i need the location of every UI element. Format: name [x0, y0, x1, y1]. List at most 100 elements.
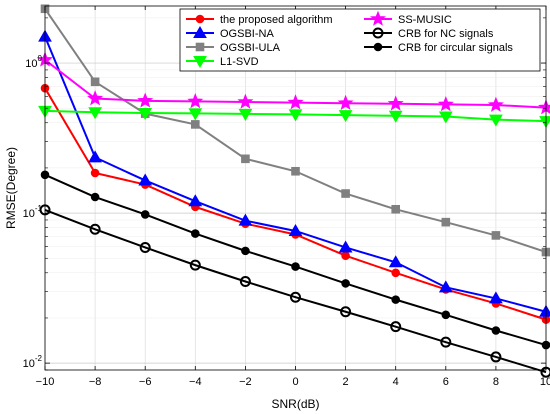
data-point [187, 93, 204, 109]
x-tick-label: −8 [89, 376, 102, 388]
data-point [188, 108, 203, 121]
legend-entry: OGSBI-NA [186, 25, 274, 40]
data-point [440, 336, 452, 348]
legend: the proposed algorithm OGSBI-NA OGSBI-ULA L… [179, 8, 541, 72]
legend-label: CRB for NC signals [398, 28, 494, 40]
data-point [288, 109, 303, 122]
legend-marker [373, 42, 383, 52]
data-point [191, 120, 200, 129]
series-line [44, 208, 547, 374]
data-point [438, 280, 453, 293]
data-point [388, 110, 403, 123]
data-point [191, 229, 200, 238]
x-tick-label: −6 [139, 376, 152, 388]
data-point [441, 217, 451, 227]
legend-entry: the proposed algorithm [186, 14, 333, 26]
data-point [87, 90, 104, 106]
data-point [341, 189, 350, 198]
data-point [88, 150, 102, 163]
data-point [238, 108, 253, 121]
legend-marker [195, 42, 205, 52]
data-point [341, 251, 350, 261]
data-point [487, 96, 504, 112]
x-tick-label: 2 [343, 376, 349, 388]
data-point [441, 310, 451, 320]
data-point [89, 223, 101, 235]
legend-entry: OGSBI-ULA [186, 42, 281, 54]
x-tick-label: 0 [292, 376, 298, 388]
data-point [391, 295, 401, 304]
y-tick-label: 100 [25, 54, 42, 70]
data-point [437, 96, 454, 112]
legend-marker [372, 27, 384, 39]
series-4 [37, 51, 550, 115]
data-point [188, 194, 203, 207]
data-point [139, 241, 151, 253]
data-point [291, 166, 300, 176]
data-point [390, 321, 402, 333]
series-3 [38, 105, 550, 129]
data-point [137, 92, 154, 108]
legend-box [179, 8, 541, 72]
data-point [341, 279, 350, 288]
data-point [90, 192, 100, 202]
legend-label: OGSBI-NA [220, 28, 274, 40]
data-point [238, 213, 253, 226]
legend-entry: SS-MUSIC [364, 10, 452, 26]
legend-label: OGSBI-ULA [220, 42, 281, 54]
legend-marker [193, 56, 207, 69]
data-point [387, 95, 404, 111]
x-tick-label: −10 [36, 376, 55, 388]
data-point [391, 268, 401, 278]
x-tick-label: 8 [493, 376, 499, 388]
data-point [490, 351, 502, 363]
legend-label: CRB for circular signals [398, 42, 513, 54]
y-tick-label: 10-1 [23, 204, 43, 220]
data-point [140, 210, 150, 219]
series-1 [38, 29, 550, 317]
legend-marker [193, 25, 207, 38]
data-point [241, 246, 250, 256]
legend-marker [370, 10, 386, 26]
series-layer [37, 4, 550, 378]
data-point [237, 93, 254, 109]
x-tick-label: 4 [393, 376, 399, 388]
x-tick-label: −2 [239, 376, 252, 388]
data-point [138, 173, 153, 186]
legend-entry: CRB for NC signals [364, 27, 494, 40]
x-tick-label: −4 [189, 376, 202, 388]
series-6 [40, 170, 550, 350]
data-point [290, 291, 301, 303]
legend-marker [195, 14, 205, 24]
data-point [438, 111, 453, 124]
data-point [538, 99, 550, 115]
x-tick-label: 6 [443, 376, 449, 388]
legend-label: L1-SVD [220, 56, 259, 68]
data-point [138, 107, 153, 120]
legend-label: SS-MUSIC [398, 14, 452, 26]
data-point [189, 259, 201, 271]
data-point [291, 262, 300, 271]
data-point [388, 255, 403, 268]
data-point [288, 223, 303, 236]
data-point [338, 110, 353, 123]
data-point [491, 326, 501, 335]
data-point [491, 231, 501, 240]
data-point [90, 168, 100, 178]
data-point [241, 154, 250, 164]
x-tick-label: 10 [540, 376, 550, 388]
data-point [337, 94, 354, 110]
data-point [239, 276, 251, 288]
ticks: −10 −8 −6 −4 −2 0 2 4 6 8 10 10-2 10-1 100 [23, 6, 550, 388]
data-point [90, 77, 100, 87]
legend-entry: L1-SVD [186, 56, 259, 69]
data-point [489, 291, 503, 304]
data-point [287, 94, 304, 110]
legend-label: the proposed algorithm [220, 14, 333, 26]
data-point [88, 107, 102, 120]
data-point [340, 306, 352, 318]
x-axis-label: SNR(dB) [271, 397, 319, 411]
y-tick-label: 10-2 [23, 354, 43, 370]
y-axis-label: RMSE(Degree) [4, 147, 18, 229]
